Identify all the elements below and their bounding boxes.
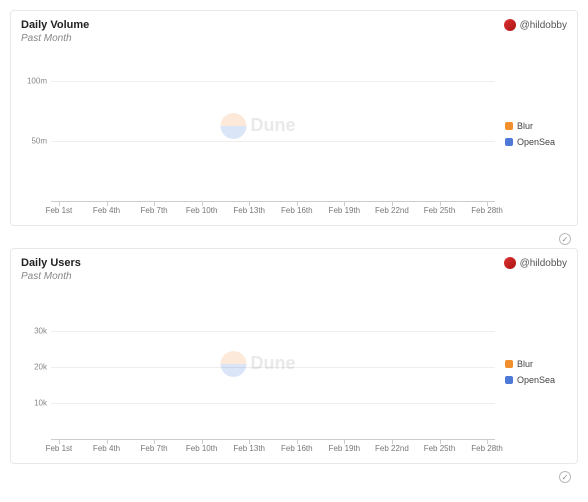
chart-area: Dune10k20k30kFeb 1stFeb 4thFeb 7thFeb 10…: [21, 287, 495, 457]
x-tick-label: Feb 10th: [186, 444, 218, 453]
chart-panel-users: Daily UsersPast Month@hildobbyDune10k20k…: [10, 248, 578, 464]
legend-label: Blur: [517, 359, 533, 369]
x-tick-label: Feb 4th: [93, 444, 120, 453]
legend-item[interactable]: Blur: [505, 359, 567, 369]
y-tick-label: 50m: [21, 137, 47, 146]
avatar-icon: [504, 257, 516, 269]
panel-header: Daily UsersPast Month @hildobby: [21, 257, 567, 283]
legend: Blur OpenSea: [495, 49, 567, 219]
x-tick-label: Feb 13th: [233, 444, 265, 453]
author-handle: @hildobby: [520, 20, 567, 31]
verified-icon: ✓: [559, 233, 571, 245]
plot-region: 10k20k30k: [51, 295, 495, 439]
chart-row: Dune10k20k30kFeb 1stFeb 4thFeb 7thFeb 10…: [21, 287, 567, 457]
x-axis: Feb 1stFeb 4thFeb 7thFeb 10thFeb 13thFeb…: [51, 439, 495, 457]
x-tick-label: Feb 25th: [424, 444, 456, 453]
x-tick-label: Feb 13th: [233, 206, 265, 215]
titles: Daily VolumePast Month: [21, 19, 89, 45]
x-tick-label: Feb 7th: [140, 206, 167, 215]
y-tick-label: 30k: [21, 327, 47, 336]
x-tick-label: Feb 19th: [329, 444, 361, 453]
panel-header: Daily VolumePast Month @hildobby: [21, 19, 567, 45]
legend-label: OpenSea: [517, 137, 555, 147]
legend-swatch: [505, 138, 513, 146]
x-tick-label: Feb 1st: [46, 444, 73, 453]
author-link[interactable]: @hildobby: [504, 19, 567, 31]
chart-subtitle: Past Month: [21, 33, 89, 45]
chart-title: Daily Users: [21, 257, 81, 270]
x-tick-label: Feb 16th: [281, 206, 313, 215]
titles: Daily UsersPast Month: [21, 257, 81, 283]
x-axis: Feb 1stFeb 4thFeb 7thFeb 10thFeb 13thFeb…: [51, 201, 495, 219]
legend-label: Blur: [517, 121, 533, 131]
avatar-icon: [504, 19, 516, 31]
legend-swatch: [505, 376, 513, 384]
x-tick-label: Feb 4th: [93, 206, 120, 215]
chart-area: Dune50m100mFeb 1stFeb 4thFeb 7thFeb 10th…: [21, 49, 495, 219]
author-link[interactable]: @hildobby: [504, 257, 567, 269]
x-tick-label: Feb 19th: [329, 206, 361, 215]
x-tick-label: Feb 28th: [471, 444, 503, 453]
y-tick-label: 10k: [21, 399, 47, 408]
y-tick-label: 20k: [21, 363, 47, 372]
chart-title: Daily Volume: [21, 19, 89, 32]
bars-container: [51, 57, 495, 201]
chart-subtitle: Past Month: [21, 271, 81, 283]
chart-panel-volume: Daily VolumePast Month@hildobbyDune50m10…: [10, 10, 578, 226]
x-tick-label: Feb 16th: [281, 444, 313, 453]
x-tick-label: Feb 28th: [471, 206, 503, 215]
legend-item[interactable]: OpenSea: [505, 375, 567, 385]
y-tick-label: 100m: [21, 77, 47, 86]
bars-container: [51, 295, 495, 439]
x-tick-label: Feb 10th: [186, 206, 218, 215]
x-tick-label: Feb 22nd: [375, 444, 409, 453]
x-tick-label: Feb 1st: [46, 206, 73, 215]
chart-row: Dune50m100mFeb 1stFeb 4thFeb 7thFeb 10th…: [21, 49, 567, 219]
author-handle: @hildobby: [520, 258, 567, 269]
legend: Blur OpenSea: [495, 287, 567, 457]
x-tick-label: Feb 25th: [424, 206, 456, 215]
legend-swatch: [505, 122, 513, 130]
x-tick-label: Feb 22nd: [375, 206, 409, 215]
legend-item[interactable]: OpenSea: [505, 137, 567, 147]
x-tick-label: Feb 7th: [140, 444, 167, 453]
legend-swatch: [505, 360, 513, 368]
verified-icon: ✓: [559, 471, 571, 483]
legend-label: OpenSea: [517, 375, 555, 385]
plot-region: 50m100m: [51, 57, 495, 201]
legend-item[interactable]: Blur: [505, 121, 567, 131]
